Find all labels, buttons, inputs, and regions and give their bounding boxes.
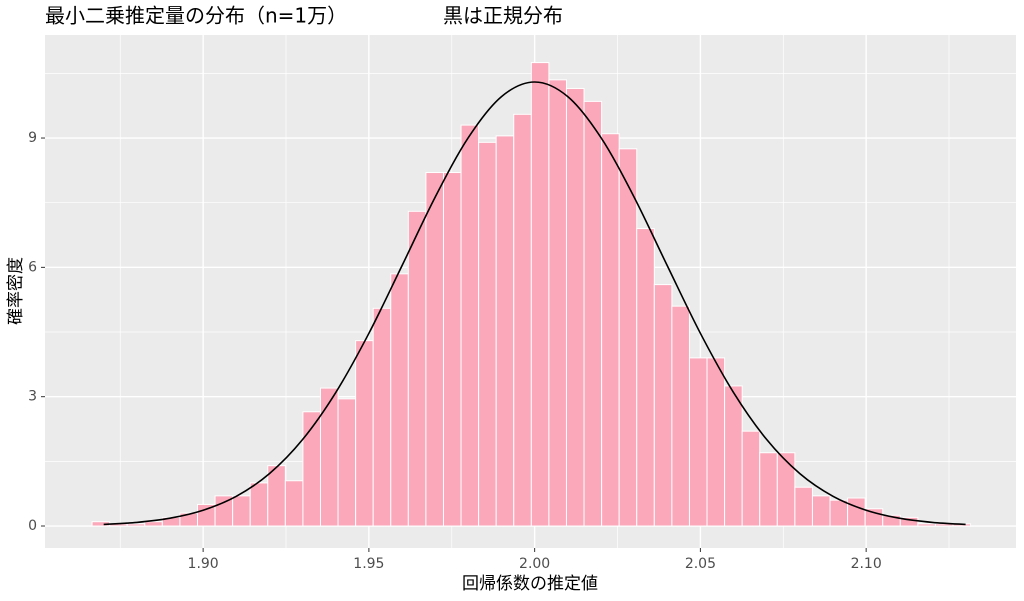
bar bbox=[565, 87, 585, 527]
bar bbox=[267, 465, 286, 527]
bar bbox=[232, 495, 251, 527]
x-axis-title: 回帰係数の推定値 bbox=[462, 574, 598, 594]
bar bbox=[478, 141, 497, 527]
bar bbox=[337, 398, 357, 527]
bar bbox=[249, 482, 269, 527]
bar bbox=[847, 497, 866, 527]
bar bbox=[741, 430, 761, 527]
bar bbox=[548, 79, 567, 527]
bar bbox=[495, 135, 515, 527]
bar bbox=[460, 124, 480, 527]
bar bbox=[653, 284, 673, 527]
bar bbox=[794, 486, 813, 527]
bar bbox=[513, 113, 532, 527]
bar bbox=[284, 480, 304, 527]
bar bbox=[618, 148, 638, 527]
x-tick-label: 1.95 bbox=[353, 556, 384, 572]
bar bbox=[425, 172, 444, 527]
chart-subtitle: 黒は正規分布 bbox=[443, 4, 563, 28]
bar bbox=[636, 228, 655, 527]
x-tick-label: 2.10 bbox=[851, 556, 882, 572]
bar bbox=[917, 523, 936, 527]
bar bbox=[688, 357, 708, 527]
bar bbox=[372, 307, 392, 527]
x-tick-label: 2.05 bbox=[685, 556, 716, 572]
normal-curve bbox=[103, 81, 966, 526]
chart-title: 最小二乗推定量の分布（n=1万） bbox=[45, 4, 347, 28]
bar bbox=[899, 516, 919, 527]
bar bbox=[144, 521, 163, 527]
bar bbox=[706, 357, 726, 527]
bar bbox=[759, 452, 778, 527]
y-tick-label: 0 bbox=[28, 518, 37, 534]
y-tick-label: 9 bbox=[28, 130, 37, 146]
bar bbox=[811, 495, 831, 527]
y-tick-label: 3 bbox=[28, 389, 37, 405]
bar bbox=[829, 499, 849, 527]
bar bbox=[776, 452, 796, 527]
bar bbox=[671, 305, 690, 527]
bar bbox=[724, 385, 743, 527]
bar bbox=[407, 210, 427, 527]
y-tick-label: 6 bbox=[28, 259, 37, 275]
bar bbox=[126, 523, 146, 527]
bar bbox=[390, 273, 409, 527]
bar bbox=[601, 133, 620, 527]
bar bbox=[355, 340, 374, 527]
bar bbox=[583, 100, 603, 527]
x-tick-label: 2.00 bbox=[519, 556, 550, 572]
x-tick-label: 1.90 bbox=[188, 556, 219, 572]
bar bbox=[530, 62, 550, 527]
bar bbox=[319, 387, 339, 527]
bar bbox=[442, 172, 462, 527]
y-axis-title: 確率密度 bbox=[6, 257, 26, 325]
